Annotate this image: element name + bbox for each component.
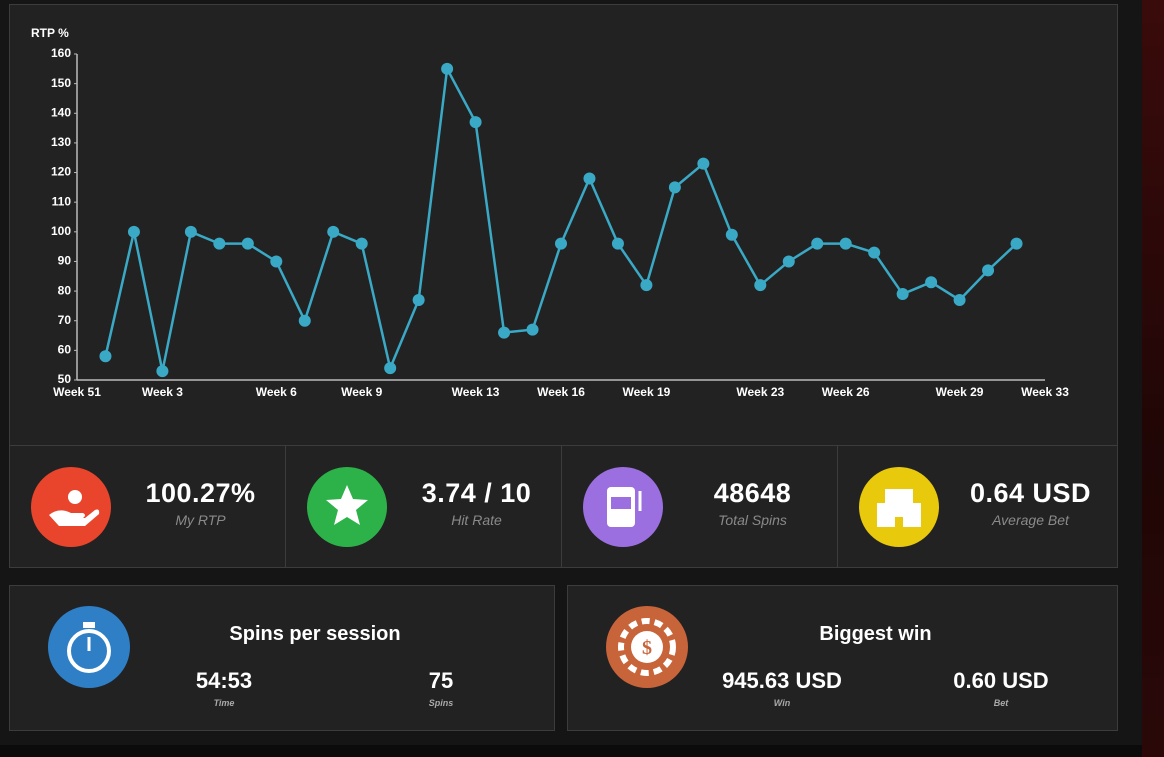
data-point: [868, 246, 881, 259]
y-tick-label: 150: [51, 76, 71, 90]
data-point: [555, 237, 567, 250]
data-point: [298, 314, 311, 327]
y-tick-label: 120: [51, 165, 71, 179]
data-point: [241, 237, 254, 250]
data-point: [725, 228, 738, 241]
win-panel: $ Biggest win 945.63 USD Win 0.60 USD Be…: [567, 585, 1118, 731]
item-label: Bet: [993, 698, 1009, 708]
stat-label: Total Spins: [718, 512, 787, 528]
item-value: 945.63 USD: [722, 668, 842, 693]
y-tick-label: 160: [51, 46, 71, 60]
data-point: [754, 279, 767, 292]
data-point: [327, 225, 340, 238]
item-label: Spins: [428, 698, 454, 708]
data-point: [811, 237, 824, 250]
data-point: [668, 181, 681, 194]
x-tick-label: Week 6: [256, 385, 297, 399]
stat-card: 0.64 USD Average Bet: [837, 445, 1118, 568]
stat-value: 0.64 USD: [969, 478, 1092, 508]
y-tick-label: 50: [58, 372, 72, 386]
data-point: [441, 62, 454, 75]
background-strip: [1142, 0, 1164, 757]
data-point: [384, 362, 397, 375]
y-axis-label: RTP %: [31, 26, 69, 40]
stat-card: 3.74 / 10 Hit Rate: [285, 445, 562, 568]
data-point: [896, 288, 909, 301]
panel-title: Spins per session: [229, 623, 401, 645]
data-point: [469, 116, 482, 129]
data-point: [611, 237, 624, 250]
icon: [31, 467, 111, 547]
x-tick-label: Week 51: [53, 385, 101, 399]
panel-title: Biggest win: [819, 623, 932, 645]
icon: [48, 606, 130, 688]
item-value: 75: [428, 668, 454, 693]
data-point: [925, 276, 938, 289]
data-point: [213, 237, 226, 250]
session-panel: Spins per session 54:53 Time 75 Spins: [9, 585, 555, 731]
x-tick-label: Week 33: [1021, 385, 1069, 399]
y-tick-label: 70: [58, 313, 72, 327]
data-point: [640, 279, 653, 292]
stat-value: 48648: [713, 478, 792, 508]
svg-text:$: $: [642, 637, 652, 659]
icon: [307, 467, 387, 547]
x-tick-label: Week 29: [936, 385, 984, 399]
data-point: [953, 293, 966, 306]
stat-label: Hit Rate: [451, 512, 502, 528]
x-tick-label: Week 3: [142, 385, 183, 399]
data-point: [839, 237, 852, 250]
item-label: Win: [773, 698, 791, 708]
item-label: Time: [213, 698, 235, 708]
data-point: [498, 326, 511, 339]
y-tick-label: 80: [58, 283, 72, 297]
data-point: [99, 350, 112, 363]
stat-value: 3.74 / 10: [421, 478, 532, 508]
y-tick-label: 140: [51, 105, 71, 119]
bottom-bar: [0, 745, 1142, 757]
data-point: [355, 237, 368, 250]
x-tick-label: Week 26: [822, 385, 870, 399]
y-tick-label: 110: [52, 194, 72, 208]
x-tick-label: Week 19: [623, 385, 671, 399]
x-tick-label: Week 9: [341, 385, 382, 399]
data-point: [526, 323, 539, 336]
y-tick-label: 90: [58, 254, 72, 268]
item-value: 54:53: [195, 668, 253, 693]
data-point: [184, 225, 197, 238]
data-point: [1010, 237, 1023, 250]
data-point: [270, 255, 283, 268]
icon: [859, 467, 939, 547]
data-point: [782, 255, 795, 268]
x-tick-label: Week 13: [452, 385, 500, 399]
data-point: [156, 365, 169, 378]
chart: RTP % 50 60 70 80 90 100 110 120 130 140 150 160 Wee…: [31, 26, 1069, 399]
item-value: 0.60 USD: [953, 668, 1049, 693]
data-point: [697, 157, 710, 170]
stat-card: 48648 Total Spins: [561, 445, 838, 568]
y-tick-label: 130: [51, 135, 71, 149]
data-point: [982, 264, 995, 277]
icon: $: [606, 606, 688, 688]
icon: [583, 467, 663, 547]
y-tick-label: 100: [51, 224, 71, 238]
chart-panel: RTP % 50 60 70 80 90 100 110 120 130 140 150 160 Wee…: [9, 4, 1118, 446]
data-point: [583, 172, 596, 185]
x-tick-label: Week 16: [537, 385, 585, 399]
data-point: [412, 293, 425, 306]
y-tick-label: 60: [58, 343, 72, 357]
stat-label: Average Bet: [992, 512, 1069, 528]
stat-label: My RTP: [175, 512, 226, 528]
data-line: [104, 64, 1018, 373]
data-point: [127, 225, 140, 238]
stat-card: 100.27% My RTP: [9, 445, 286, 568]
stat-value: 100.27%: [145, 478, 256, 508]
x-tick-label: Week 23: [736, 385, 784, 399]
